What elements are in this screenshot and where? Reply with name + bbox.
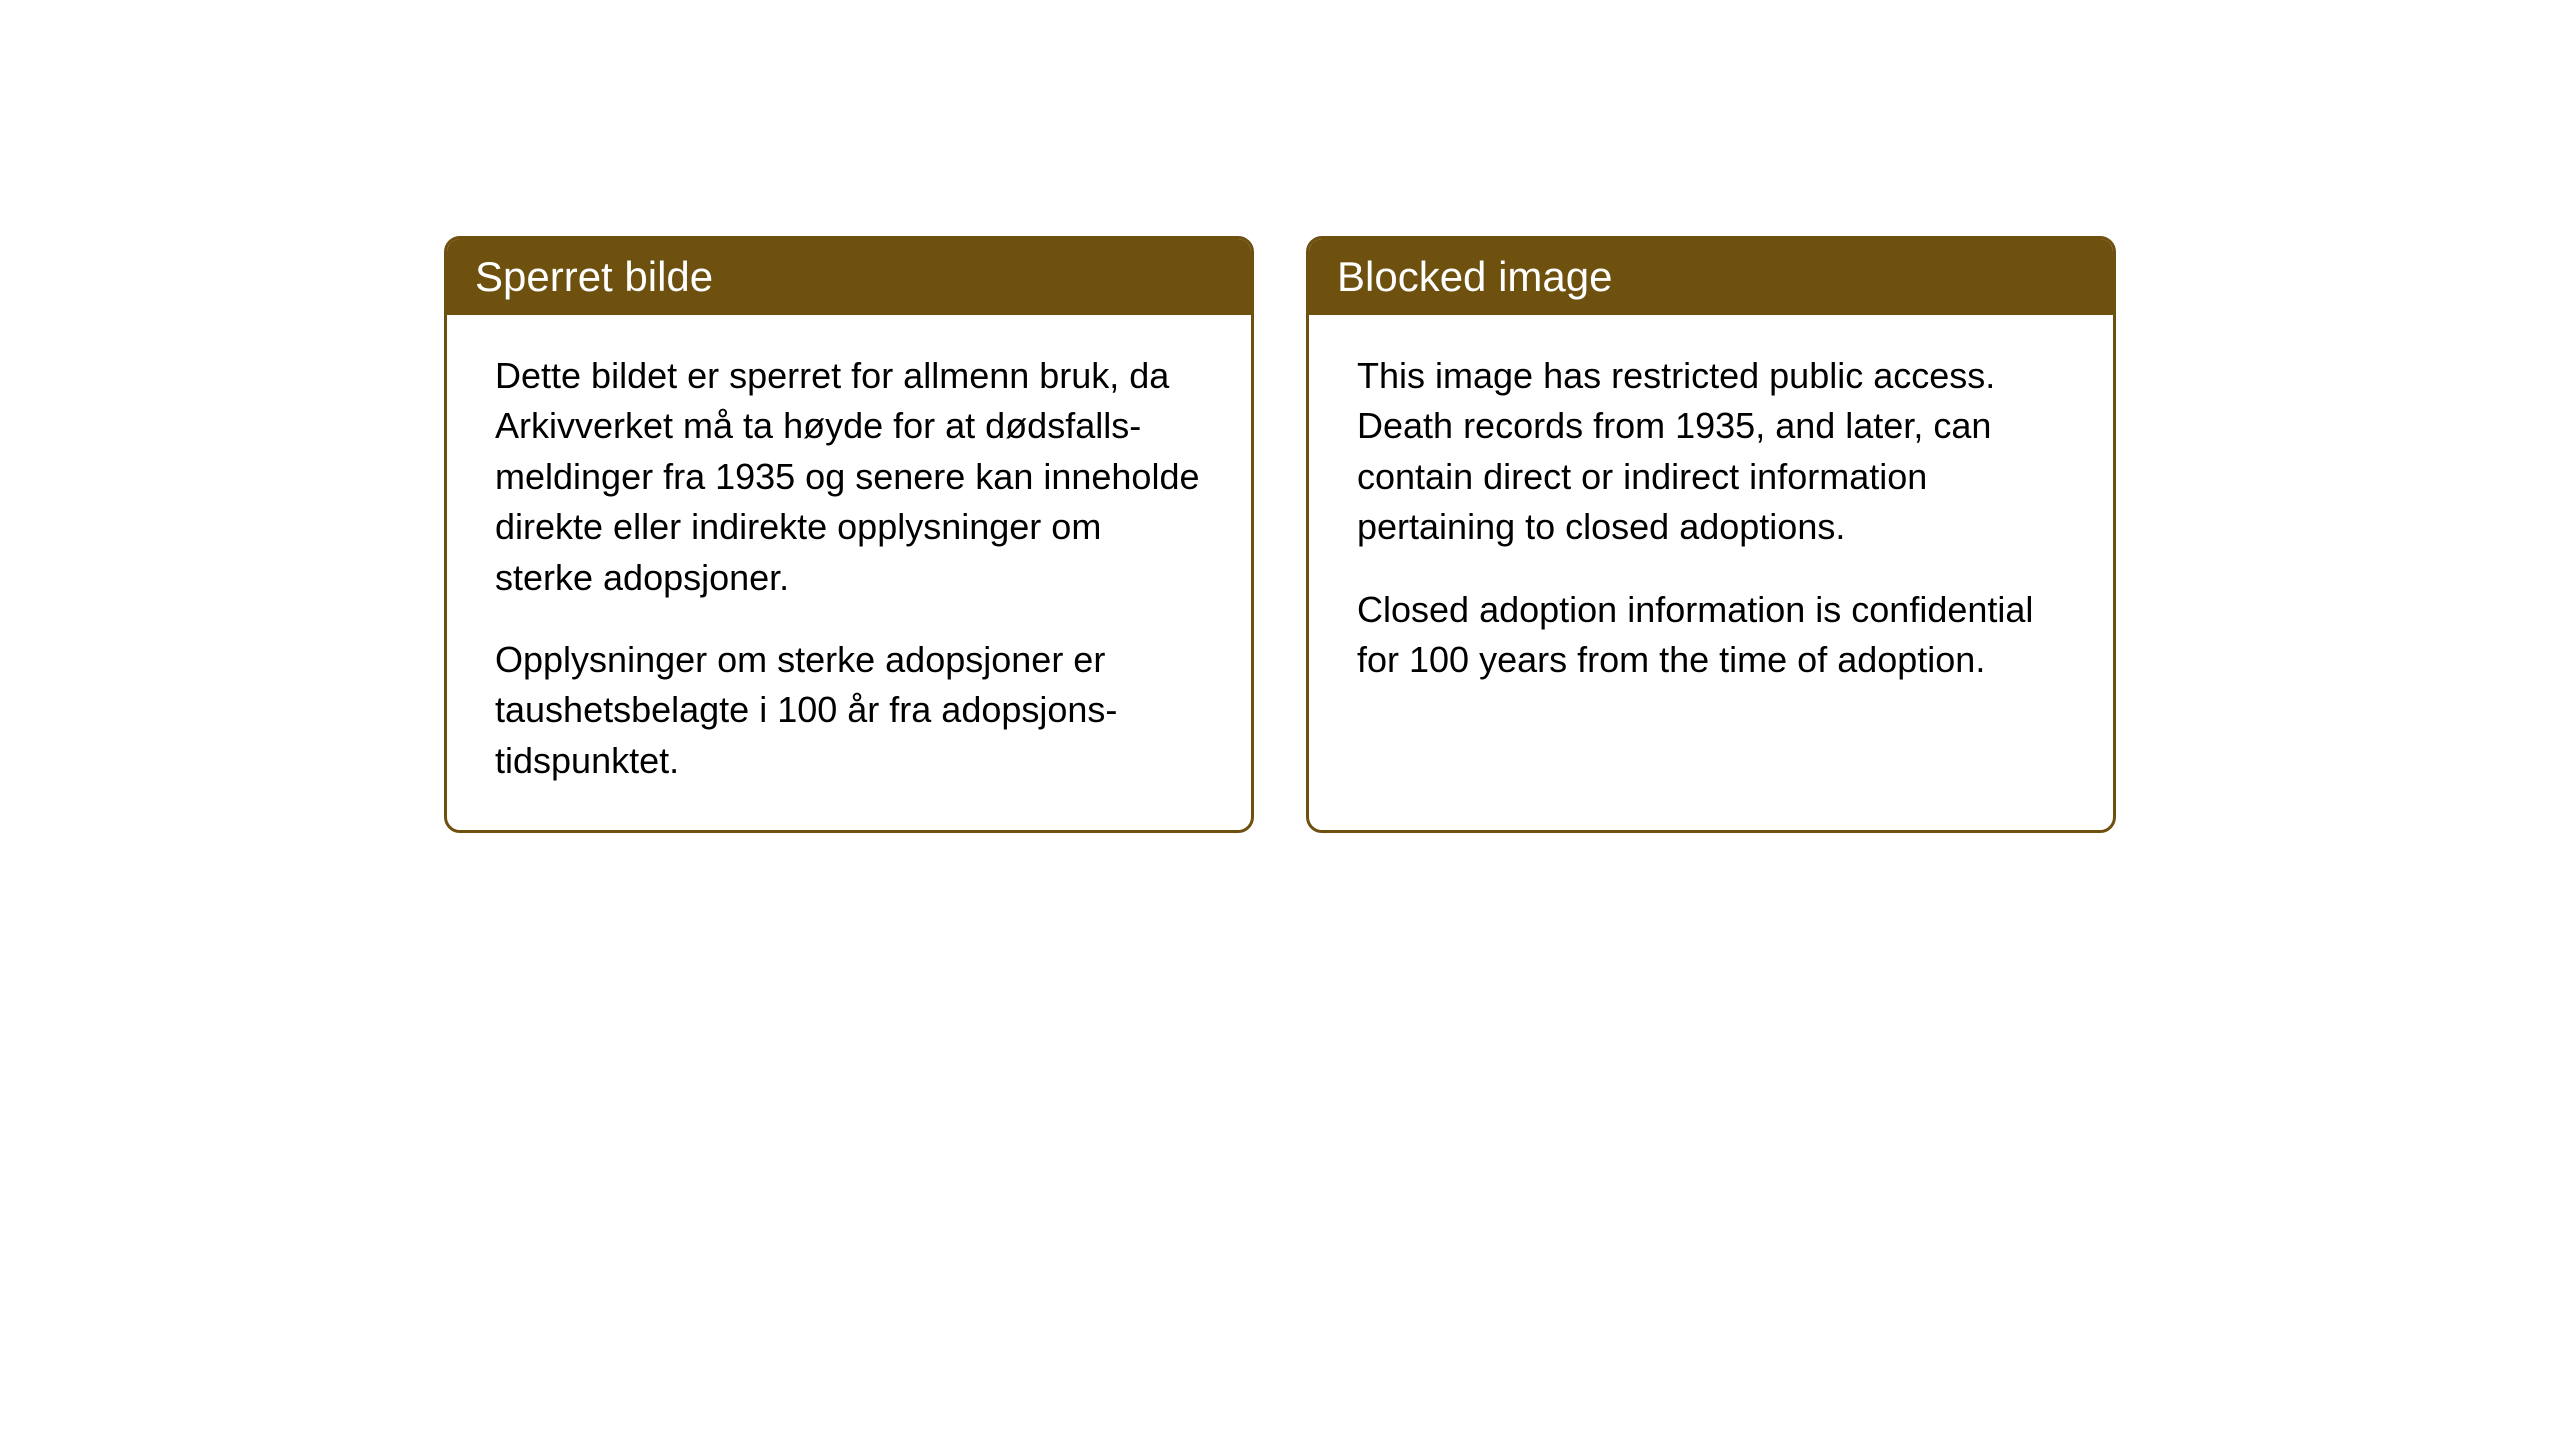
norwegian-paragraph-1: Dette bildet er sperret for allmenn bruk… (495, 351, 1203, 603)
norwegian-notice-card: Sperret bilde Dette bildet er sperret fo… (444, 236, 1254, 833)
notice-cards-container: Sperret bilde Dette bildet er sperret fo… (444, 236, 2116, 833)
english-card-title: Blocked image (1309, 239, 2113, 315)
english-notice-card: Blocked image This image has restricted … (1306, 236, 2116, 833)
norwegian-card-title: Sperret bilde (447, 239, 1251, 315)
norwegian-paragraph-2: Opplysninger om sterke adopsjoner er tau… (495, 635, 1203, 786)
norwegian-card-body: Dette bildet er sperret for allmenn bruk… (447, 315, 1251, 830)
english-card-body: This image has restricted public access.… (1309, 315, 2113, 729)
english-paragraph-2: Closed adoption information is confident… (1357, 585, 2065, 686)
english-paragraph-1: This image has restricted public access.… (1357, 351, 2065, 553)
